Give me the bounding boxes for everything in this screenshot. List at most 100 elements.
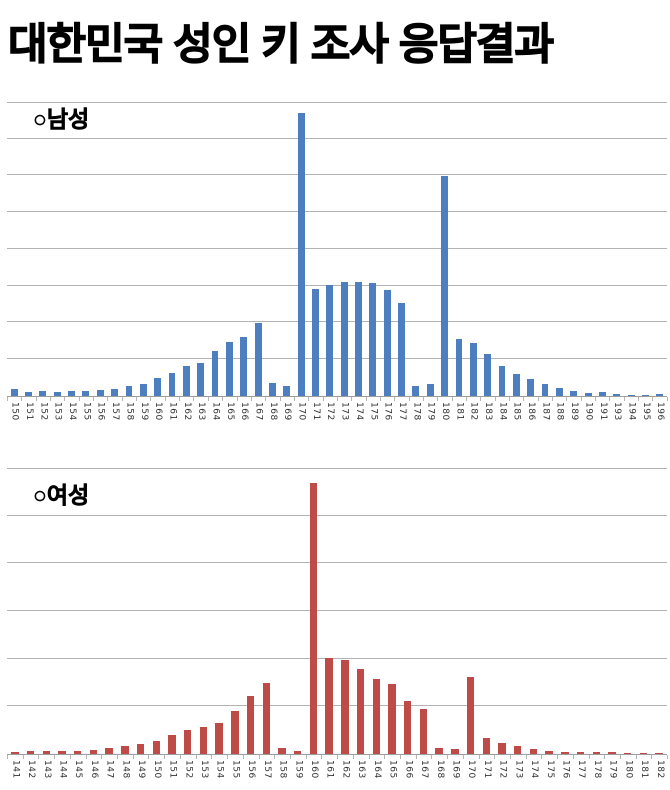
bar-152 [39,390,47,396]
x-axis-label: 146 [88,760,99,779]
x-axis-label: 156 [246,760,257,779]
x-tick [134,755,150,759]
x-axis-label: 154 [67,402,78,421]
bar-162 [341,659,349,754]
x-tick [610,397,625,401]
bar-172 [498,742,506,754]
x-axis-label: 160 [309,760,320,779]
female-plot-area [7,468,667,755]
x-tick [481,397,496,401]
gridline [7,211,667,212]
x-tick [180,397,195,401]
bar-143 [42,751,51,754]
x-tick [524,397,539,401]
bar-184 [498,365,506,396]
bar-159 [139,384,147,396]
x-axis-label: 175 [368,402,379,421]
x-axis-label: 158 [124,402,135,421]
bar-176 [383,290,391,396]
gridline [7,358,667,359]
x-tick [352,397,367,401]
bar-146 [89,750,98,754]
bar-188 [555,387,563,396]
bar-166 [240,337,248,396]
x-axis-label: 181 [454,402,465,421]
x-axis-label: 168 [434,760,445,779]
x-axis-label: 170 [296,402,307,421]
x-axis-label: 162 [340,760,351,779]
x-tick [252,397,267,401]
bar-162 [182,365,190,396]
x-tick [209,397,224,401]
bar-175 [545,751,553,754]
x-axis-label: 169 [450,760,461,779]
bar-177 [576,752,585,754]
x-tick [102,755,119,759]
x-tick [553,397,568,401]
x-tick [194,397,209,401]
x-axis-label: 188 [554,402,565,421]
x-tick [453,397,467,401]
x-tick [197,755,213,759]
gridline [7,515,667,516]
x-tick [542,755,559,759]
gridline [7,468,667,469]
x-axis-label: 187 [540,402,551,421]
bar-168 [268,382,276,396]
bar-164 [211,351,219,396]
x-axis-label: 189 [569,402,580,421]
bar-196 [656,393,664,396]
x-tick [495,755,511,759]
bar-156 [246,695,255,754]
x-tick [338,397,353,401]
bar-148 [121,746,129,754]
bar-189 [570,390,578,396]
bar-154 [215,722,223,754]
x-tick [438,397,453,401]
x-axis-label: 179 [607,760,618,779]
x-axis-label: 179 [425,402,436,421]
x-axis-label: 178 [591,760,602,779]
x-axis-label: 145 [73,760,84,779]
gridline [7,321,667,322]
bar-168 [435,748,443,754]
bar-165 [225,342,233,396]
x-axis-label: 194 [626,402,637,421]
gridline [7,102,667,103]
bar-149 [136,743,145,754]
bar-151 [25,392,32,396]
x-axis-label: 158 [277,760,288,779]
x-tick [480,755,496,759]
x-tick [51,397,66,401]
bar-161 [325,657,333,754]
x-tick [637,755,653,759]
x-tick [118,755,134,759]
x-tick [80,397,95,401]
bar-156 [96,390,104,396]
x-tick [37,397,52,401]
x-tick [417,755,433,759]
male-x-axis-labels: 150 151 152 153 154 155 156 157 158 159 160 161 162 1… [7,402,667,442]
bar-178 [592,752,601,754]
bar-174 [355,282,362,396]
x-axis-label: 157 [261,760,272,779]
x-axis-label: 165 [387,760,398,779]
bar-182 [469,343,477,396]
x-tick [511,755,527,759]
gridline [7,562,667,563]
bar-170 [297,113,305,396]
x-axis-label: 172 [497,760,508,779]
x-axis-label: 152 [183,760,194,779]
x-axis-label: 185 [511,402,522,421]
x-axis-label: 176 [560,760,571,779]
bar-183 [484,354,492,396]
x-tick [151,397,166,401]
x-axis-label: 174 [529,760,540,779]
male-plot-area [7,102,667,397]
bar-154 [68,390,75,396]
x-tick [65,397,80,401]
bar-171 [482,737,491,754]
female-x-axis-ticks [7,755,669,759]
bar-170 [466,676,475,754]
x-axis-label: 177 [396,402,407,421]
